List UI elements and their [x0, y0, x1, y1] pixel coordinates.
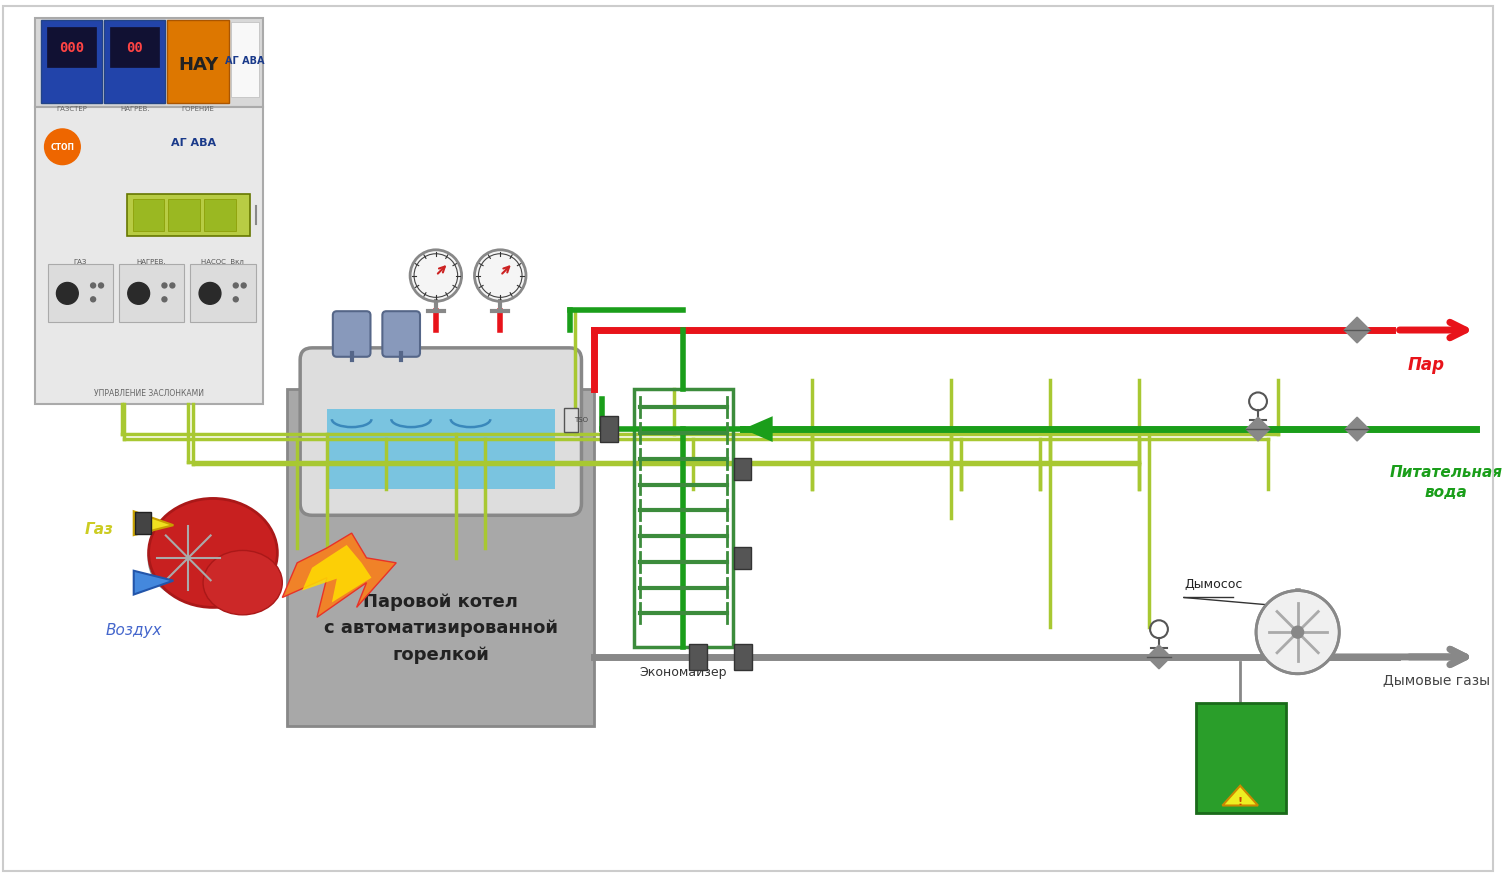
Polygon shape	[134, 512, 174, 536]
FancyBboxPatch shape	[169, 200, 201, 232]
Text: ГАЗСТЕР: ГАЗСТЕР	[56, 106, 86, 112]
Text: НАСОС  Вкл: НАСОС Вкл	[201, 258, 245, 264]
Circle shape	[233, 298, 239, 302]
FancyBboxPatch shape	[127, 195, 249, 237]
FancyBboxPatch shape	[110, 28, 160, 68]
Circle shape	[45, 130, 80, 165]
Text: УПРАВЛЕНИЕ ЗАСЛОНКАМИ: УПРАВЛЕНИЕ ЗАСЛОНКАМИ	[94, 388, 204, 398]
Text: АГ АВА: АГ АВА	[225, 55, 264, 66]
Circle shape	[474, 250, 525, 302]
Text: Дымовые газы: Дымовые газы	[1383, 672, 1490, 686]
Circle shape	[128, 284, 149, 305]
Polygon shape	[282, 534, 396, 617]
Circle shape	[148, 519, 228, 598]
Polygon shape	[1246, 418, 1270, 442]
FancyBboxPatch shape	[134, 513, 151, 535]
FancyBboxPatch shape	[734, 458, 750, 480]
FancyBboxPatch shape	[231, 23, 258, 98]
Text: Экономайзер: Экономайзер	[640, 666, 728, 678]
Text: Паровой котел
с автоматизированной
горелкой: Паровой котел с автоматизированной горел…	[323, 592, 557, 663]
FancyBboxPatch shape	[35, 19, 263, 108]
Text: Воздух: Воздух	[106, 623, 162, 637]
Text: ГОРЕНИЕ: ГОРЕНИЕ	[181, 106, 214, 112]
Circle shape	[91, 284, 95, 289]
Text: 000: 000	[59, 40, 85, 54]
Text: Пар: Пар	[1407, 356, 1445, 373]
Text: TSO: TSO	[574, 417, 589, 422]
FancyBboxPatch shape	[287, 390, 595, 726]
Circle shape	[162, 298, 168, 302]
Circle shape	[199, 284, 220, 305]
FancyBboxPatch shape	[190, 264, 255, 323]
FancyBboxPatch shape	[1196, 703, 1287, 814]
Text: !: !	[1238, 795, 1243, 806]
Circle shape	[1256, 591, 1339, 674]
Circle shape	[242, 284, 246, 289]
FancyBboxPatch shape	[601, 417, 618, 443]
FancyBboxPatch shape	[204, 200, 236, 232]
FancyBboxPatch shape	[168, 21, 230, 104]
Polygon shape	[1223, 786, 1258, 806]
Text: НАГРЕВ.: НАГРЕВ.	[119, 106, 149, 112]
Polygon shape	[1148, 645, 1170, 669]
FancyBboxPatch shape	[47, 28, 97, 68]
FancyBboxPatch shape	[104, 21, 166, 104]
Polygon shape	[1344, 318, 1370, 343]
FancyBboxPatch shape	[300, 349, 581, 515]
Text: Дымосос: Дымосос	[1184, 577, 1243, 590]
Text: Газ: Газ	[85, 521, 113, 536]
Polygon shape	[134, 571, 174, 594]
Text: СТОП: СТОП	[50, 143, 74, 152]
FancyBboxPatch shape	[690, 644, 707, 670]
Circle shape	[162, 284, 168, 289]
Text: АГ АВА: АГ АВА	[171, 138, 216, 148]
FancyBboxPatch shape	[734, 547, 750, 569]
FancyBboxPatch shape	[41, 21, 103, 104]
Polygon shape	[1345, 418, 1370, 442]
Circle shape	[1291, 627, 1303, 638]
FancyBboxPatch shape	[35, 108, 263, 405]
Polygon shape	[302, 545, 371, 603]
Circle shape	[233, 284, 239, 289]
Circle shape	[98, 284, 104, 289]
FancyBboxPatch shape	[332, 312, 370, 357]
Text: ГАЗ: ГАЗ	[74, 258, 88, 264]
Polygon shape	[743, 417, 773, 443]
FancyBboxPatch shape	[563, 409, 577, 433]
FancyBboxPatch shape	[382, 312, 420, 357]
FancyBboxPatch shape	[119, 264, 184, 323]
FancyBboxPatch shape	[47, 264, 113, 323]
Text: Питательная
вода: Питательная вода	[1389, 464, 1502, 499]
Circle shape	[171, 284, 175, 289]
FancyBboxPatch shape	[133, 200, 165, 232]
Text: HAY: HAY	[178, 55, 219, 74]
Circle shape	[56, 284, 79, 305]
Circle shape	[91, 298, 95, 302]
Ellipse shape	[148, 499, 278, 608]
Circle shape	[411, 250, 462, 302]
FancyBboxPatch shape	[326, 410, 554, 489]
Text: 00: 00	[127, 40, 143, 54]
Text: НАГРЕВ.: НАГРЕВ.	[137, 258, 166, 264]
FancyBboxPatch shape	[734, 644, 752, 670]
Ellipse shape	[202, 551, 282, 615]
